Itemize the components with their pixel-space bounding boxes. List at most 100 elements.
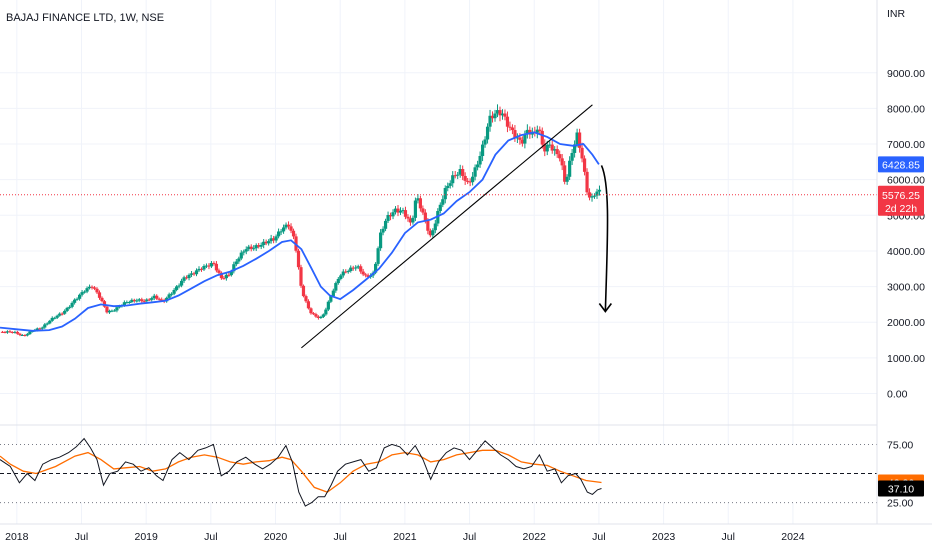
candle-body bbox=[152, 295, 156, 299]
candle-body bbox=[63, 310, 67, 314]
overlays bbox=[0, 104, 877, 349]
candle-body bbox=[580, 147, 584, 159]
time-tick-label: 2022 bbox=[523, 531, 547, 543]
candle-body bbox=[553, 149, 557, 151]
candle-body bbox=[281, 227, 286, 232]
candle-body bbox=[493, 113, 497, 119]
candle-body bbox=[383, 220, 388, 229]
candle-body bbox=[274, 236, 278, 241]
candle-body bbox=[102, 301, 107, 307]
candle-body bbox=[468, 181, 472, 183]
candle-body bbox=[222, 278, 226, 280]
candle-body bbox=[301, 285, 306, 297]
candle-body bbox=[264, 241, 268, 244]
candle-body bbox=[244, 249, 248, 252]
candle-body bbox=[386, 215, 390, 221]
candle-body bbox=[78, 294, 82, 299]
candle-body bbox=[520, 139, 524, 144]
candle-body bbox=[43, 324, 47, 328]
candle-body bbox=[122, 302, 126, 306]
candle-body bbox=[249, 246, 253, 249]
candle-body bbox=[411, 217, 415, 223]
candle-body bbox=[15, 331, 20, 334]
candle-body bbox=[336, 278, 340, 284]
candle-body bbox=[142, 301, 146, 303]
candle-body bbox=[23, 335, 27, 337]
candle-body bbox=[361, 271, 365, 275]
candle-body bbox=[463, 175, 467, 181]
candle-body bbox=[525, 129, 529, 135]
rsi-signal-line bbox=[0, 449, 602, 493]
candle-body bbox=[515, 137, 520, 139]
candle-body bbox=[426, 220, 430, 231]
candle-body bbox=[172, 289, 176, 294]
candle-body bbox=[229, 271, 233, 276]
moving-average-line bbox=[0, 131, 600, 332]
ma-price-badge: 6428.85 bbox=[882, 159, 920, 171]
candle-body bbox=[364, 274, 368, 276]
candle-body bbox=[592, 195, 597, 197]
candle-body bbox=[498, 110, 502, 116]
candle-body bbox=[82, 291, 87, 293]
candle-body bbox=[453, 175, 457, 177]
candle-body bbox=[528, 129, 532, 135]
rsi-axis[interactable]: 75.00 25.00 bbox=[887, 439, 913, 509]
candle-body bbox=[234, 261, 238, 265]
candle-body bbox=[374, 263, 378, 273]
candle-body bbox=[112, 310, 117, 312]
candle-body bbox=[132, 299, 136, 301]
price-tick-label: 3000.00 bbox=[887, 282, 925, 294]
projection-arrow bbox=[600, 165, 609, 312]
candle-body bbox=[508, 126, 512, 128]
ma-price-badge-bg bbox=[878, 156, 924, 173]
candle-body bbox=[326, 301, 330, 310]
candle-body bbox=[423, 212, 427, 221]
time-tick-label: 2018 bbox=[5, 531, 29, 543]
candle-body bbox=[167, 294, 171, 298]
candle-body bbox=[135, 300, 139, 302]
time-tick-label: Jul bbox=[75, 531, 88, 543]
candle-body bbox=[565, 176, 569, 182]
candle-body bbox=[179, 280, 184, 286]
candle-body bbox=[555, 149, 559, 155]
candle-body bbox=[568, 160, 572, 177]
candle-body bbox=[495, 110, 500, 114]
candle-body bbox=[518, 137, 522, 140]
candle-body bbox=[314, 314, 318, 317]
candle-body bbox=[90, 286, 94, 288]
candle-body bbox=[406, 216, 410, 219]
candle-body bbox=[505, 116, 510, 127]
last-price-badge: 5576.25 bbox=[882, 190, 920, 202]
candle-body bbox=[309, 308, 313, 314]
time-axis[interactable]: 2018 Jul 2019 Jul 2020 Jul 2021 Jul 2022 Jul 2023 J… bbox=[5, 531, 805, 543]
candle-body bbox=[227, 274, 231, 276]
candle-body bbox=[349, 267, 353, 272]
price-tick-label: 2000.00 bbox=[887, 317, 925, 329]
candle-body bbox=[381, 228, 385, 233]
candle-body bbox=[523, 134, 527, 144]
candle-body bbox=[563, 165, 567, 182]
candle-body bbox=[262, 241, 266, 246]
candle-body bbox=[329, 296, 333, 302]
candle-body bbox=[339, 275, 343, 279]
candle-body bbox=[48, 320, 52, 324]
candle-body bbox=[18, 333, 22, 336]
time-tick-label: Jul bbox=[333, 531, 346, 543]
candle-body bbox=[587, 192, 592, 198]
price-axis[interactable]: 9000.008000.007000.006000.005000.004000.… bbox=[887, 68, 925, 401]
candle-body bbox=[448, 183, 452, 186]
candle-body bbox=[187, 274, 191, 279]
candle-body bbox=[446, 185, 450, 189]
candle-body bbox=[140, 299, 144, 302]
candle-body bbox=[359, 266, 363, 272]
candle-body bbox=[239, 252, 243, 259]
candle-body bbox=[60, 313, 64, 315]
rsi-tick-label: 25.00 bbox=[887, 498, 913, 510]
candle-body bbox=[147, 299, 151, 301]
candle-body bbox=[478, 156, 482, 165]
candle-body bbox=[438, 204, 442, 212]
candle-body bbox=[224, 274, 228, 279]
candle-body bbox=[321, 314, 325, 317]
candle-body bbox=[291, 230, 296, 237]
